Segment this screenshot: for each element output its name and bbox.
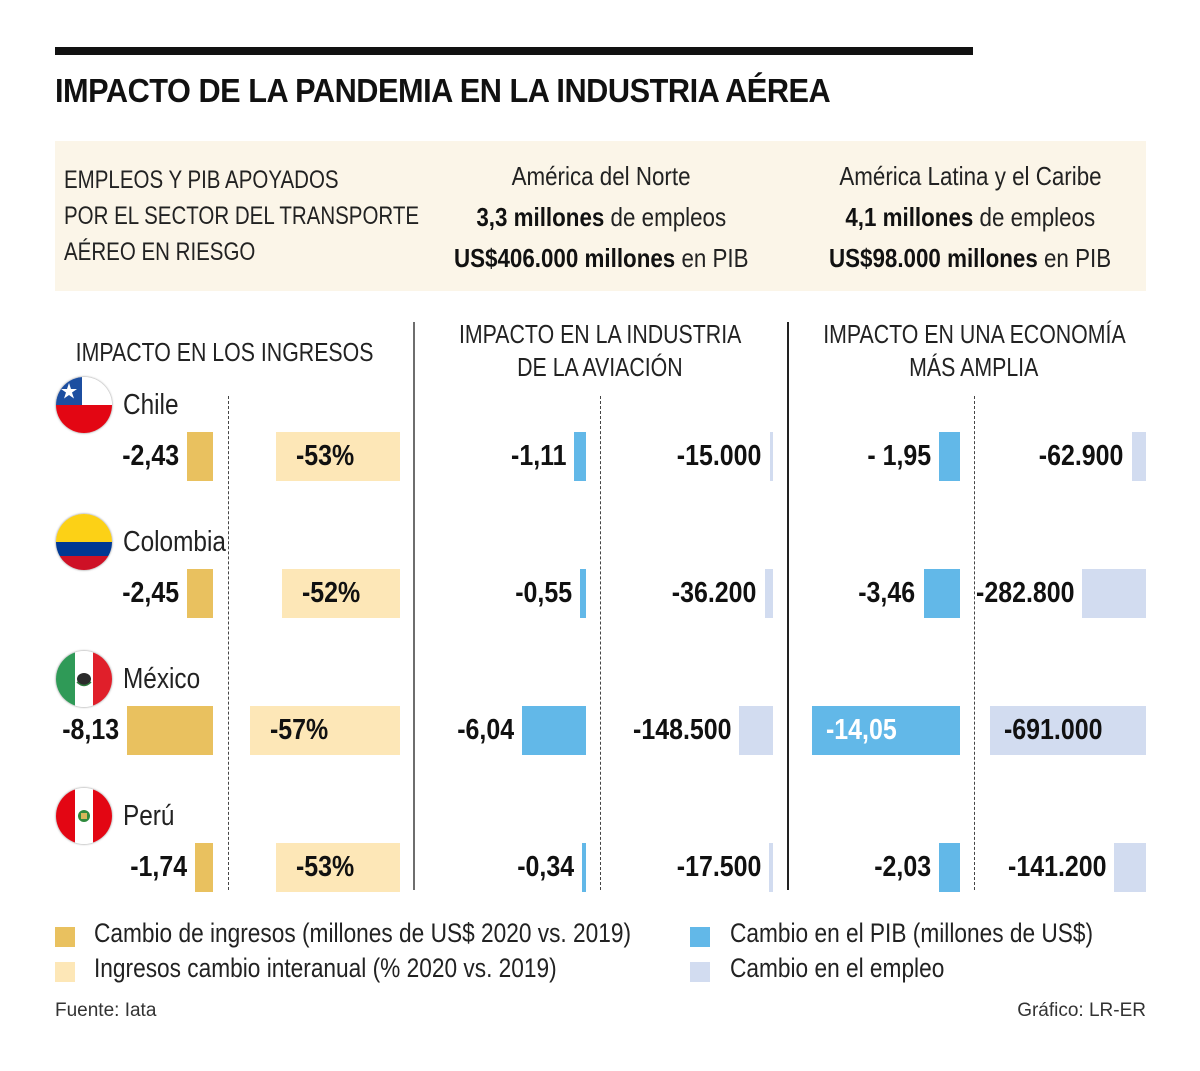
credit-note: Gráfico: LR-ER bbox=[1017, 1000, 1146, 1021]
data-label: -52% bbox=[302, 577, 361, 609]
section-economy-heading: IMPACTO EN UNA ECONOMÍA MÁS AMPLIA bbox=[789, 318, 1159, 384]
section-divider bbox=[413, 322, 415, 890]
colombia-flag-icon bbox=[56, 514, 112, 570]
dashed-divider bbox=[974, 396, 975, 890]
legend-swatch-employment-change bbox=[690, 962, 710, 982]
legend-swatch-revenue-pct bbox=[55, 962, 75, 982]
mexico-flag-icon bbox=[56, 651, 112, 707]
bar bbox=[1114, 843, 1146, 892]
jobs-label: de empleos bbox=[604, 202, 726, 232]
bar bbox=[938, 843, 960, 892]
bar bbox=[250, 706, 400, 755]
legend-label: Cambio en el empleo bbox=[730, 953, 945, 983]
data-label: -53% bbox=[295, 440, 354, 472]
bar bbox=[580, 569, 586, 618]
gdp-label: en PIB bbox=[1037, 243, 1112, 273]
data-label: -6,04 bbox=[457, 714, 514, 746]
chile-flag-icon bbox=[56, 377, 112, 433]
bar bbox=[1131, 432, 1146, 481]
data-label: -15.000 bbox=[676, 440, 762, 472]
section-heading-line: IMPACTO EN UNA ECONOMÍA bbox=[822, 319, 1126, 349]
data-label: -0,55 bbox=[515, 577, 573, 609]
bar bbox=[522, 706, 586, 755]
data-label: -36.200 bbox=[672, 577, 757, 609]
data-label: -14,05 bbox=[826, 714, 897, 746]
info-box-label: EMPLEOS Y PIB APOYADOS POR EL SECTOR DEL… bbox=[64, 162, 419, 270]
data-label: -53% bbox=[295, 851, 354, 883]
info-label-line: EMPLEOS Y PIB APOYADOS bbox=[64, 166, 339, 194]
bar bbox=[282, 569, 400, 618]
bar bbox=[194, 843, 213, 892]
country-name: México bbox=[123, 663, 201, 695]
data-label: -1,11 bbox=[510, 440, 567, 472]
data-label: -141.200 bbox=[1007, 851, 1107, 883]
data-label: -2,43 bbox=[122, 440, 180, 472]
legend-label: Ingresos cambio interanual (% 2020 vs. 2… bbox=[94, 953, 557, 983]
section-revenue-heading: IMPACTO EN LOS INGRESOS bbox=[40, 336, 410, 369]
gdp-label: en PIB bbox=[674, 243, 749, 273]
data-label: -148.500 bbox=[632, 714, 731, 746]
section-heading-line: MÁS AMPLIA bbox=[909, 352, 1039, 382]
data-label: -17.500 bbox=[676, 851, 761, 883]
data-label: -691.000 bbox=[1004, 714, 1103, 746]
top-rule bbox=[55, 47, 973, 55]
gdp-value: US$98.000 millones bbox=[828, 243, 1038, 273]
info-label-line: AÉREO EN RIESGO bbox=[64, 238, 256, 266]
bar bbox=[764, 569, 773, 618]
bar bbox=[923, 569, 960, 618]
dashed-divider bbox=[228, 396, 229, 890]
data-label: -3,46 bbox=[858, 577, 916, 609]
jobs-label: de empleos bbox=[973, 202, 1095, 232]
bar bbox=[939, 432, 960, 481]
bar bbox=[574, 432, 586, 481]
bar bbox=[990, 706, 1146, 755]
info-latam: América Latina y el Caribe 4,1 millones … bbox=[790, 156, 1150, 279]
legend-swatch-gdp-change bbox=[690, 927, 710, 947]
data-label: -2,45 bbox=[122, 577, 180, 609]
bar bbox=[1082, 569, 1146, 618]
jobs-value: 3,3 millones bbox=[476, 202, 605, 232]
dashed-divider bbox=[600, 396, 601, 890]
bar bbox=[275, 432, 400, 481]
peru-flag-icon bbox=[56, 788, 112, 844]
bar bbox=[812, 706, 960, 755]
legend-label: Cambio en el PIB (millones de US$) bbox=[730, 918, 1094, 948]
gdp-value: US$406.000 millones bbox=[453, 243, 675, 273]
section-aviation-heading: IMPACTO EN LA INDUSTRIA DE LA AVIACIÓN bbox=[415, 318, 785, 384]
data-label: -8,13 bbox=[62, 714, 119, 746]
bar bbox=[769, 432, 773, 481]
info-north-america: América del Norte 3,3 millones de empleo… bbox=[421, 156, 781, 279]
country-name: Chile bbox=[123, 389, 179, 421]
bar bbox=[739, 706, 773, 755]
info-label-line: POR EL SECTOR DEL TRANSPORTE bbox=[64, 202, 420, 230]
info-box bbox=[55, 141, 1146, 291]
legend-swatch-revenue-change bbox=[55, 927, 75, 947]
country-name: Perú bbox=[123, 800, 175, 832]
bar bbox=[275, 843, 400, 892]
source-note: Fuente: Iata bbox=[55, 1000, 157, 1021]
bar bbox=[127, 706, 213, 755]
chart-title: IMPACTO DE LA PANDEMIA EN LA INDUSTRIA A… bbox=[55, 72, 831, 109]
data-label: -282.800 bbox=[975, 577, 1075, 609]
section-divider bbox=[787, 322, 789, 890]
bar bbox=[187, 569, 213, 618]
bar bbox=[582, 843, 586, 892]
section-heading-line: IMPACTO EN LOS INGRESOS bbox=[76, 337, 374, 367]
jobs-value: 4,1 millones bbox=[845, 202, 974, 232]
region-name: América del Norte bbox=[511, 161, 691, 191]
bar bbox=[187, 432, 213, 481]
country-name: Colombia bbox=[123, 526, 226, 558]
section-heading-line: IMPACTO EN LA INDUSTRIA bbox=[458, 319, 742, 349]
data-label: -57% bbox=[270, 714, 329, 746]
legend-label: Cambio de ingresos (millones de US$ 2020… bbox=[94, 918, 632, 948]
section-heading-line: DE LA AVIACIÓN bbox=[517, 352, 683, 382]
data-label: -62.900 bbox=[1039, 440, 1124, 472]
data-label: -0,34 bbox=[517, 851, 575, 883]
data-label: -2,03 bbox=[873, 851, 931, 883]
bar bbox=[768, 843, 773, 892]
data-label: - 1,95 bbox=[867, 440, 932, 472]
data-label: -1,74 bbox=[129, 851, 187, 883]
region-name: América Latina y el Caribe bbox=[838, 161, 1102, 191]
